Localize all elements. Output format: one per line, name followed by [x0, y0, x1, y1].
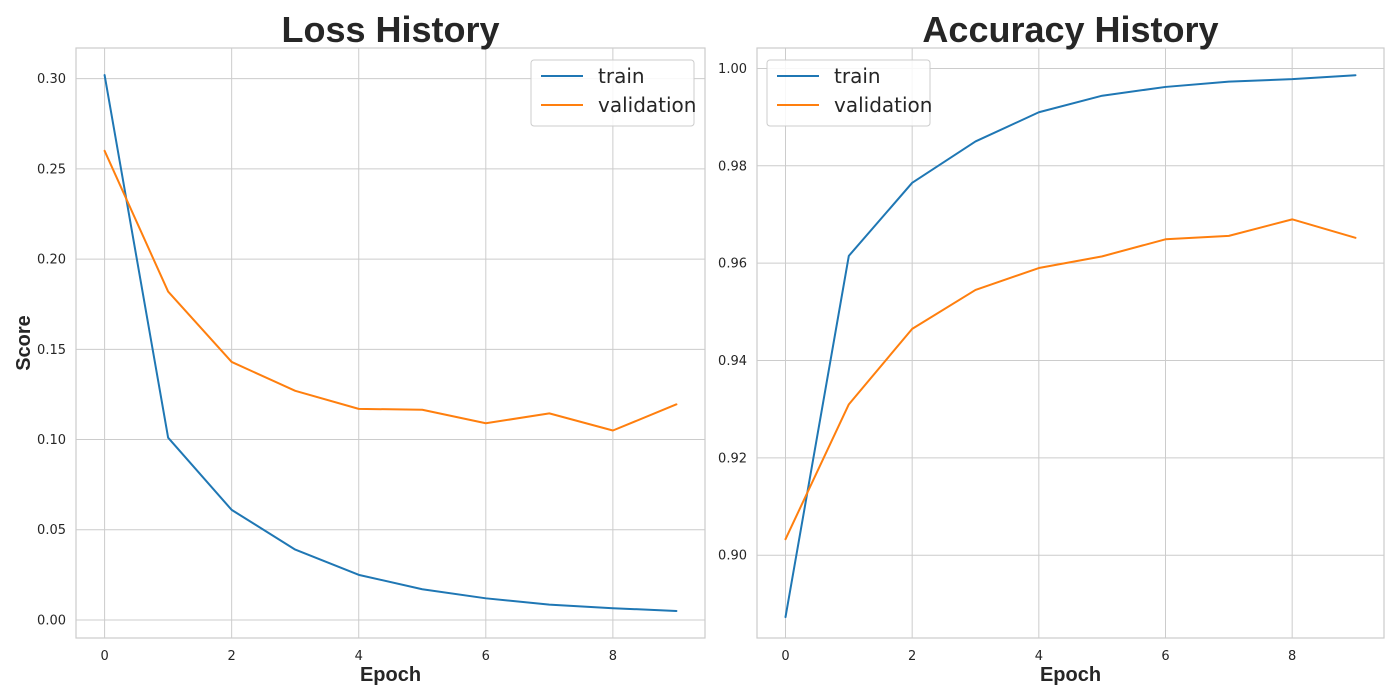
loss-x-axis-label: Epoch [360, 664, 421, 686]
loss-plot-frame [75, 47, 706, 639]
loss-x-tick-label: 0 [100, 649, 108, 664]
loss-y-axis-label: Score [13, 315, 35, 371]
accuracy-x-tick-label: 0 [781, 649, 789, 664]
accuracy-legend: train validation [766, 59, 932, 127]
accuracy-y-tick-label: 0.90 [718, 549, 747, 564]
accuracy-series-train-line [784, 74, 1357, 619]
accuracy-x-tick-label: 6 [1161, 649, 1169, 664]
loss-legend-label-train: train [598, 64, 645, 88]
accuracy-history-chart: 0 2 4 6 8 0.90 0.92 0.94 0.96 0.98 1.00 Accuracy Hi… [718, 9, 1385, 686]
loss-x-tick-label: 2 [228, 649, 236, 664]
accuracy-legend-label-train: train [834, 64, 881, 88]
accuracy-x-tick-label: 2 [908, 649, 916, 664]
loss-x-tick-label: 8 [609, 649, 617, 664]
accuracy-x-tick-label: 8 [1288, 649, 1296, 664]
accuracy-plot-frame [756, 47, 1385, 639]
accuracy-y-tick-label: 0.96 [718, 257, 747, 272]
loss-history-chart: 0 2 4 6 8 0.00 0.05 0.10 0.15 0.20 0.25 0.30 Loss Hi… [13, 9, 706, 686]
loss-y-tick-label: 0.30 [37, 72, 66, 87]
loss-series-validation-line [103, 149, 678, 432]
loss-x-tick-label: 6 [482, 649, 490, 664]
accuracy-x-tick-label: 4 [1035, 649, 1043, 664]
accuracy-y-tick-label: 0.92 [718, 451, 747, 466]
loss-chart-title: Loss History [281, 9, 499, 50]
loss-legend: train validation [530, 59, 696, 127]
loss-y-tick-label: 0.25 [37, 162, 66, 177]
accuracy-y-tick-label: 0.98 [718, 159, 747, 174]
loss-legend-label-validation: validation [598, 93, 696, 117]
accuracy-y-tick-label: 1.00 [718, 62, 747, 77]
loss-y-tick-label: 0.00 [37, 613, 66, 628]
accuracy-legend-label-validation: validation [834, 93, 932, 117]
loss-y-tick-label: 0.15 [37, 343, 66, 358]
loss-x-tick-label: 4 [355, 649, 363, 664]
loss-series-train-line [103, 74, 678, 612]
loss-y-tick-label: 0.20 [37, 253, 66, 268]
loss-y-tick-label: 0.10 [37, 433, 66, 448]
accuracy-series-validation-line [784, 218, 1357, 541]
accuracy-x-axis-label: Epoch [1040, 664, 1101, 686]
accuracy-chart-title: Accuracy History [922, 9, 1218, 50]
loss-y-tick-label: 0.05 [37, 523, 66, 538]
accuracy-y-tick-label: 0.94 [718, 354, 747, 369]
